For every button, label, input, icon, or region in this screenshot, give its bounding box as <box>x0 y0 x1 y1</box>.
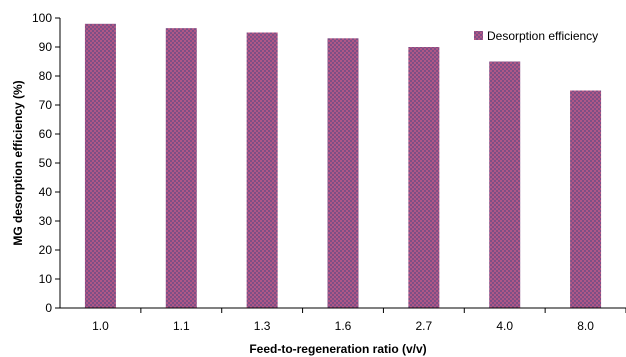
x-tick-label: 2.7 <box>416 319 433 333</box>
bar-1.6 <box>327 38 359 309</box>
bar-1.0 <box>84 23 116 309</box>
y-tick-label: 100 <box>32 11 52 25</box>
y-tick-label: 20 <box>39 243 53 257</box>
y-tick-label: 30 <box>39 214 53 228</box>
bar-2.7 <box>408 47 440 308</box>
bars-layer <box>84 23 602 309</box>
y-tick-label: 40 <box>39 185 53 199</box>
y-tick-label: 50 <box>39 156 53 170</box>
y-axis-title: MG desorption efficiency (%) <box>11 80 25 245</box>
x-tick-label: 1.1 <box>173 319 190 333</box>
y-tick-label: 10 <box>39 272 53 286</box>
bar-4.0 <box>489 61 521 308</box>
x-tick-label: 8.0 <box>577 319 594 333</box>
x-tick-label: 1.3 <box>254 319 271 333</box>
legend-label: Desorption efficiency <box>487 29 598 43</box>
x-ticks: 1.0 1.1 1.3 1.6 2.7 4.0 8.0 <box>92 308 626 333</box>
legend: Desorption efficiency <box>474 29 598 43</box>
y-tick-label: 60 <box>39 127 53 141</box>
bar-8.0 <box>570 90 602 308</box>
bar-1.1 <box>165 28 197 309</box>
y-tick-label: 90 <box>39 40 53 54</box>
y-tick-label: 80 <box>39 69 53 83</box>
y-tick-label: 0 <box>45 301 52 315</box>
x-tick-label: 4.0 <box>496 319 513 333</box>
x-tick-label: 1.6 <box>335 319 352 333</box>
bar-1.3 <box>246 32 278 308</box>
y-ticks: 0 10 20 30 40 50 60 70 80 90 100 <box>32 11 60 315</box>
x-axis-title: Feed-to-regeneration ratio (v/v) <box>249 342 426 356</box>
y-tick-label: 70 <box>39 98 53 112</box>
legend-swatch <box>474 31 483 40</box>
x-tick-label: 1.0 <box>92 319 109 333</box>
